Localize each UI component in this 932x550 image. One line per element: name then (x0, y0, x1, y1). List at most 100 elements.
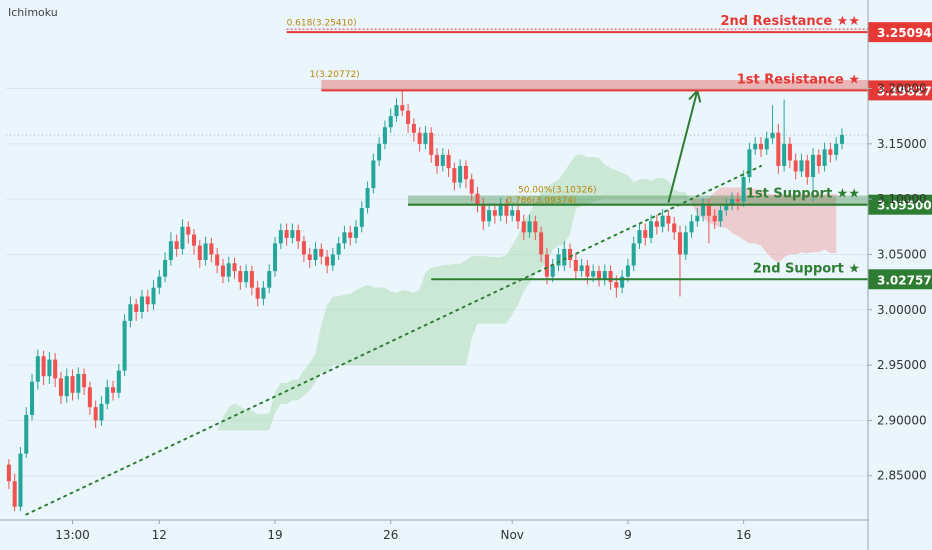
x-tick-label: 16 (736, 528, 751, 542)
candle-body (724, 204, 729, 211)
candle-body (521, 221, 526, 233)
cloud-segment (807, 194, 814, 254)
cloud-segment (570, 155, 576, 234)
fib-label: 0.786(3.09374) (506, 196, 576, 206)
cloud-segment (217, 417, 223, 431)
cloud-segment (309, 353, 316, 391)
cloud-segment (749, 188, 756, 244)
cloud-segment (437, 265, 443, 366)
candlesticks (6, 90, 844, 512)
level-price-label: 3.02757 (877, 273, 932, 287)
cloud-segment (280, 383, 287, 404)
candle-body (191, 234, 197, 246)
candle-body (585, 265, 590, 277)
candle-body (631, 243, 636, 266)
candle-body (139, 296, 144, 312)
candle-body (307, 254, 312, 260)
cloud-segment (246, 410, 252, 431)
candle-body (134, 304, 139, 312)
cloud-segment (500, 255, 507, 324)
candle-body (24, 414, 29, 454)
candle-body (701, 204, 706, 216)
cloud-segment (338, 294, 345, 366)
candle-body (226, 263, 231, 277)
level-price-tag (868, 269, 932, 290)
fib-label: 50.00%(3.10326) (518, 186, 597, 196)
cloud-segment (674, 189, 680, 199)
cloud-segment (789, 194, 796, 255)
candle-body (637, 230, 642, 244)
cloud-segment (263, 413, 270, 431)
cloud-segment (581, 154, 588, 206)
candle-body (643, 230, 648, 238)
candle-body (116, 370, 121, 393)
candle-body (325, 256, 330, 266)
cloud-segment (275, 383, 281, 413)
candle-body (99, 403, 104, 421)
level-price-label: 3.25094 (877, 26, 932, 40)
candle-body (683, 232, 688, 255)
cloud-segment (598, 157, 605, 201)
candle-body (544, 254, 549, 277)
cloud-segment (558, 172, 565, 246)
cloud-segment (778, 194, 785, 264)
cloud-segment (396, 290, 403, 366)
candle-body (463, 165, 468, 180)
candle-body (417, 132, 422, 144)
candle-body (238, 271, 243, 283)
cloud-segment (344, 294, 351, 366)
cloud-segment (419, 272, 426, 366)
chart-overlays: 0.618(3.25410) 1(3.20772) 50.00%(3.10326)0… (25, 19, 762, 516)
cloud-segment (332, 296, 339, 366)
candle-body (811, 154, 816, 178)
cloud-segment (743, 187, 750, 244)
cloud-segment (240, 406, 247, 431)
candle-body (220, 265, 225, 277)
cloud-segment (182, 430, 189, 443)
cloud-segment (431, 266, 437, 366)
cloud-segment (321, 305, 328, 372)
cloud-segment (465, 256, 472, 366)
candle-body (296, 230, 301, 242)
candle-body (249, 271, 254, 288)
candle-body (76, 373, 81, 393)
candle-body (70, 376, 75, 393)
time-axis: 13:00 12 19 26 Nov 9 16 (0, 519, 868, 542)
candle-body (12, 481, 17, 507)
candle-body (539, 232, 544, 255)
candle-body (267, 271, 272, 288)
candle-body (284, 230, 289, 238)
candle-body (677, 232, 683, 255)
candle-body (805, 160, 810, 178)
candle-body (793, 160, 798, 172)
candle-body (562, 248, 567, 266)
candle-body (163, 260, 168, 277)
candle-body (371, 160, 376, 189)
x-tick-label: 13:00 (55, 528, 90, 542)
candle-body (481, 204, 486, 222)
candle-body (336, 243, 341, 255)
candle-body (174, 241, 179, 249)
cloud-segment (546, 182, 553, 263)
candle-body (440, 154, 445, 166)
fib-label: 0.618(3.25410) (287, 19, 357, 29)
cloud-segment (691, 198, 698, 215)
cloud-segment (714, 187, 721, 228)
candle-body (573, 260, 578, 272)
candle-body (215, 254, 220, 266)
cloud-segment (384, 287, 391, 366)
cloud-segment (425, 267, 432, 366)
cloud-segment (512, 235, 518, 315)
candle-body (834, 143, 839, 155)
candle-body (649, 221, 654, 238)
cloud-segment (772, 194, 779, 264)
x-tick-label: Nov (500, 528, 523, 542)
candle-body (510, 210, 515, 216)
cloud-segment (755, 188, 761, 246)
cloud-segment (662, 177, 669, 199)
candle-body (319, 248, 324, 257)
candle-body (122, 320, 127, 371)
cloud-segment (269, 391, 276, 431)
candle-body (411, 123, 416, 133)
